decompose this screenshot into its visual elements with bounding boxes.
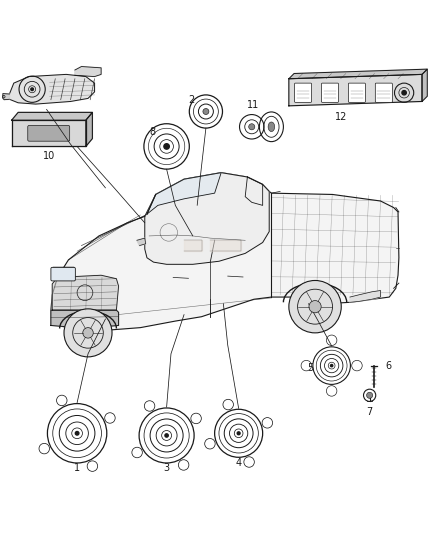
Polygon shape (210, 240, 241, 251)
FancyBboxPatch shape (321, 83, 339, 102)
Text: 12: 12 (335, 111, 347, 122)
Polygon shape (3, 94, 10, 100)
Polygon shape (51, 173, 399, 330)
Circle shape (83, 328, 93, 338)
Text: 11: 11 (247, 100, 259, 110)
Circle shape (289, 280, 341, 333)
Text: 5: 5 (307, 363, 314, 373)
Circle shape (31, 88, 33, 91)
Polygon shape (422, 69, 427, 101)
Polygon shape (12, 112, 92, 120)
Text: 1: 1 (74, 463, 80, 473)
Text: 3: 3 (163, 463, 170, 473)
Circle shape (203, 109, 209, 115)
Polygon shape (289, 69, 427, 79)
Circle shape (367, 392, 373, 398)
Ellipse shape (268, 122, 275, 132)
Circle shape (165, 434, 168, 437)
Polygon shape (145, 173, 269, 264)
Text: 6: 6 (385, 361, 391, 371)
Circle shape (331, 365, 333, 367)
Text: 9: 9 (41, 111, 47, 122)
Text: 8: 8 (149, 127, 155, 137)
Polygon shape (52, 275, 119, 310)
Circle shape (249, 124, 255, 130)
Polygon shape (10, 75, 95, 104)
Circle shape (402, 91, 406, 95)
Polygon shape (350, 290, 381, 302)
FancyBboxPatch shape (348, 83, 365, 102)
Polygon shape (289, 75, 422, 106)
Circle shape (64, 309, 112, 357)
Polygon shape (51, 310, 119, 327)
Text: 4: 4 (236, 458, 242, 468)
FancyBboxPatch shape (28, 125, 70, 141)
Text: 2: 2 (189, 95, 195, 104)
FancyBboxPatch shape (375, 83, 392, 102)
Circle shape (75, 432, 79, 435)
FancyBboxPatch shape (294, 83, 311, 102)
Circle shape (237, 432, 240, 435)
Polygon shape (147, 173, 221, 214)
Polygon shape (184, 240, 201, 251)
FancyBboxPatch shape (51, 268, 75, 281)
Polygon shape (86, 112, 92, 147)
Circle shape (164, 144, 170, 149)
Polygon shape (12, 120, 86, 147)
Polygon shape (75, 67, 101, 77)
Text: 7: 7 (367, 407, 373, 417)
Text: 10: 10 (42, 151, 55, 161)
Polygon shape (137, 238, 146, 246)
Circle shape (309, 301, 321, 313)
